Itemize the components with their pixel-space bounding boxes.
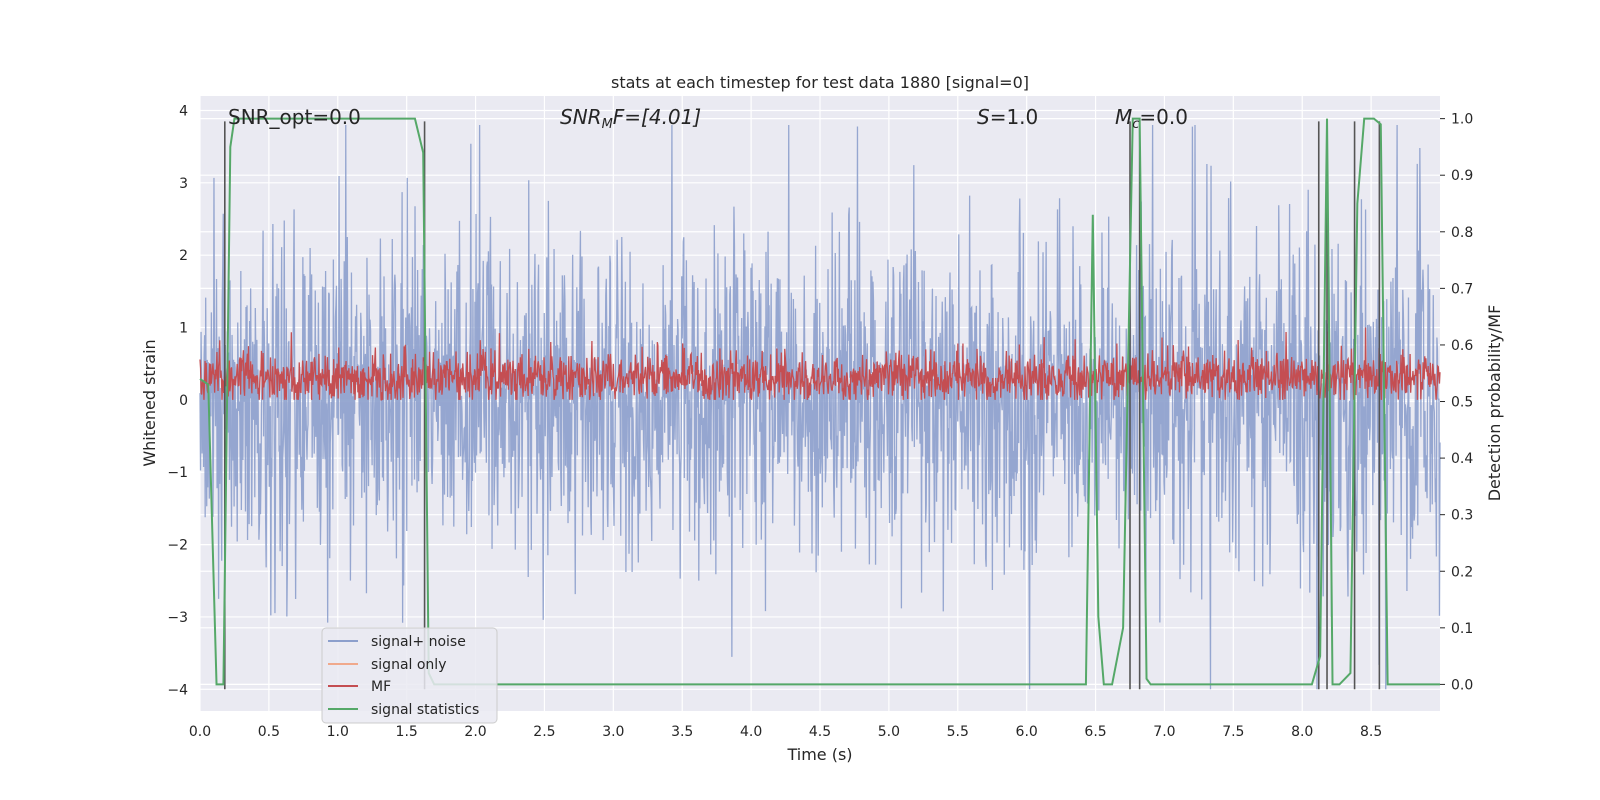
x-tick-label: 8.5 bbox=[1360, 724, 1382, 740]
x-tick-label: 7.5 bbox=[1222, 724, 1244, 740]
y-right-tick-label: 0.8 bbox=[1451, 225, 1473, 241]
x-tick-label: 0.5 bbox=[258, 724, 280, 740]
y-right-tick-label: 0.3 bbox=[1451, 508, 1473, 524]
x-tick-label: 1.0 bbox=[327, 724, 349, 740]
annotation-snr-mf: SNRMF=[4.01] bbox=[560, 105, 701, 132]
x-axis-label: Time (s) bbox=[786, 745, 852, 764]
y-right-tick-label: 0.4 bbox=[1451, 451, 1473, 467]
y-right-tick-label: 0.0 bbox=[1451, 677, 1473, 693]
x-tick-label: 1.5 bbox=[396, 724, 418, 740]
y-right-tick-label: 0.5 bbox=[1451, 395, 1473, 411]
y-tick-label: 0 bbox=[179, 393, 188, 409]
annotation-s: S=1.0 bbox=[977, 105, 1038, 129]
legend-label-mf: MF bbox=[371, 679, 391, 695]
y-right-tick-label: 0.9 bbox=[1451, 168, 1473, 184]
x-tick-label: 2.5 bbox=[533, 724, 555, 740]
y-axis-label: Whitened strain bbox=[140, 339, 159, 466]
legend: signal+ noise signal only MF signal stat… bbox=[321, 627, 498, 724]
y-right-axis-ticks: 1.0 0.9 0.8 0.7 0.6 0.5 0.4 0.3 0.2 0.1 0.0 bbox=[1440, 112, 1473, 693]
y-right-tick-label: 0.1 bbox=[1451, 621, 1473, 637]
series-line-signal-statistics bbox=[199, 117, 1440, 686]
annotation-snr-opt: SNR_opt=0.0 bbox=[228, 105, 361, 129]
x-tick-label: 7.0 bbox=[1153, 724, 1175, 740]
x-tick-label: 5.5 bbox=[947, 724, 969, 740]
legend-label-signal-noise: signal+ noise bbox=[371, 634, 466, 650]
legend-label-signal-statistics: signal statistics bbox=[371, 702, 479, 718]
y-right-axis-label: Detection probability/MF bbox=[1485, 305, 1504, 502]
x-tick-label: 0.0 bbox=[189, 724, 211, 740]
x-tick-label: 3.0 bbox=[602, 724, 624, 740]
y-tick-label: −4 bbox=[167, 682, 188, 698]
y-tick-label: 1 bbox=[179, 321, 188, 337]
y-right-tick-label: 0.7 bbox=[1451, 281, 1473, 297]
series-signal-statistics bbox=[199, 117, 1440, 686]
y-tick-label: −3 bbox=[167, 610, 188, 626]
y-tick-label: −1 bbox=[167, 465, 188, 481]
x-tick-label: 6.5 bbox=[1084, 724, 1106, 740]
series-line-mf bbox=[199, 327, 1441, 401]
series-mf bbox=[199, 327, 1441, 401]
x-tick-label: 4.5 bbox=[809, 724, 831, 740]
x-tick-label: 3.5 bbox=[671, 724, 693, 740]
y-right-tick-label: 0.2 bbox=[1451, 564, 1473, 580]
chart-title: stats at each timestep for test data 188… bbox=[611, 73, 1029, 92]
x-tick-label: 4.0 bbox=[740, 724, 762, 740]
y-tick-label: 4 bbox=[179, 103, 188, 119]
y-right-tick-label: 0.6 bbox=[1451, 338, 1473, 354]
x-tick-label: 6.0 bbox=[1016, 724, 1038, 740]
legend-label-signal-only: signal only bbox=[371, 657, 446, 673]
y-tick-label: −2 bbox=[167, 538, 188, 554]
y-tick-label: 3 bbox=[179, 176, 188, 192]
y-tick-label: 2 bbox=[179, 248, 188, 264]
annotation-mc: Mc=0.0 bbox=[1115, 105, 1188, 132]
x-tick-label: 2.0 bbox=[464, 724, 486, 740]
x-axis-ticks: 0.0 0.5 1.0 1.5 2.0 2.5 3.0 3.5 4.0 4.5 5.0 5.5 6.0 6… bbox=[189, 724, 1382, 740]
y-axis-ticks: 4 3 2 1 0 −1 −2 −3 −4 bbox=[167, 103, 188, 698]
x-tick-label: 5.0 bbox=[878, 724, 900, 740]
x-tick-label: 8.0 bbox=[1291, 724, 1313, 740]
y-right-tick-label: 1.0 bbox=[1451, 112, 1473, 128]
